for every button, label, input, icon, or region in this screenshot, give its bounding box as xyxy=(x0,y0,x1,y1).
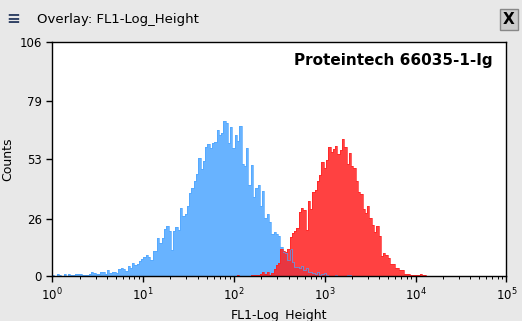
Text: Proteintech 66035-1-Ig: Proteintech 66035-1-Ig xyxy=(294,54,493,68)
Text: X: X xyxy=(503,12,515,27)
Text: ≡: ≡ xyxy=(6,10,20,28)
Y-axis label: Counts: Counts xyxy=(1,137,14,181)
X-axis label: FL1-Log_Height: FL1-Log_Height xyxy=(231,308,327,321)
Text: Overlay: FL1-Log_Height: Overlay: FL1-Log_Height xyxy=(37,13,198,26)
